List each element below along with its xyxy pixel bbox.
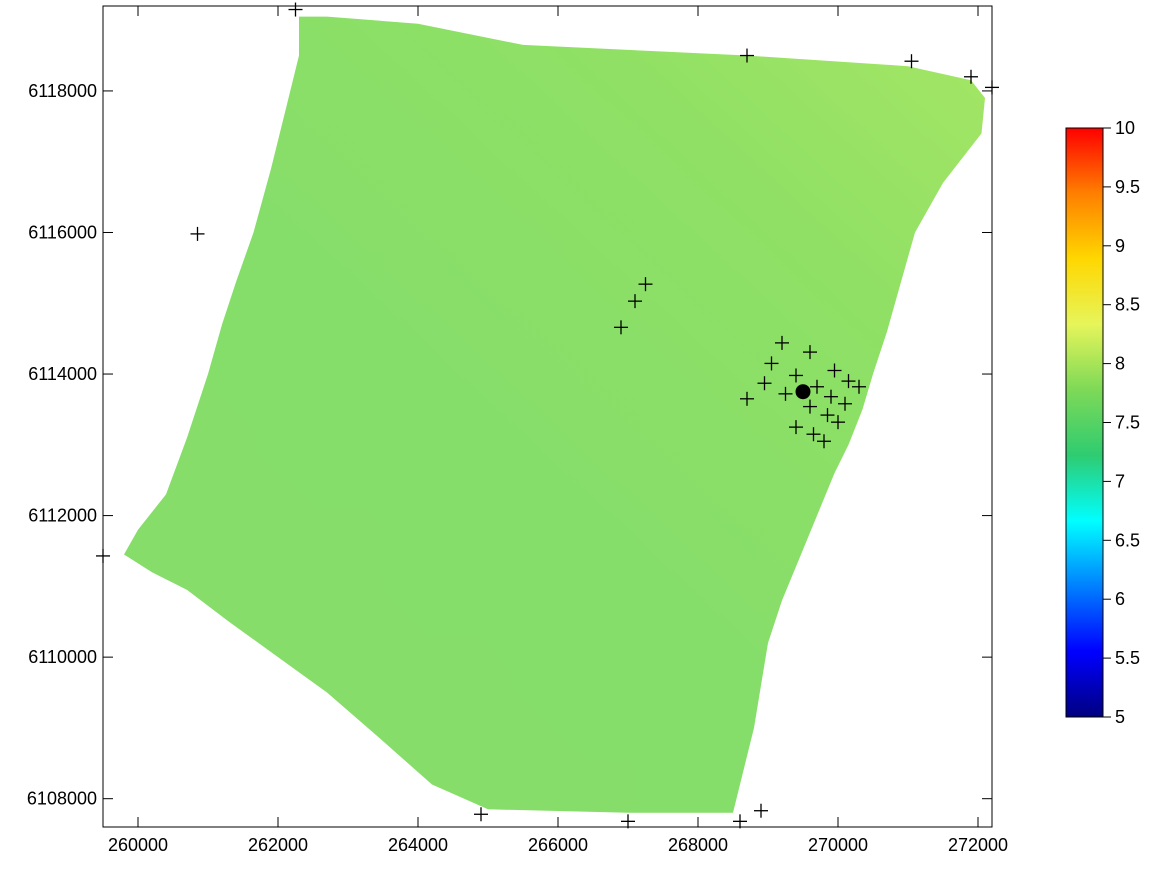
station-marker: [614, 320, 628, 335]
colorbar-tick-label: 5: [1115, 707, 1125, 727]
station-marker: [803, 345, 817, 360]
station-marker: [764, 356, 779, 371]
station-marker: [621, 814, 635, 829]
colorbar-tick-label: 7: [1115, 471, 1125, 491]
station-marker: [778, 386, 793, 401]
colorbar-tick-label: 9.5: [1115, 177, 1140, 197]
colorbar-tick-label: 10: [1115, 118, 1135, 138]
x-tick-label: 272000: [948, 835, 1008, 855]
station-marker: [810, 379, 824, 394]
x-tick-label: 270000: [808, 835, 868, 855]
station-marker: [757, 376, 772, 391]
y-tick-label: 6118000: [28, 81, 97, 101]
x-tick-label: 262000: [248, 835, 308, 855]
station-marker: [838, 396, 852, 411]
station-marker: [190, 226, 205, 241]
station-marker: [733, 814, 747, 829]
station-marker: [638, 277, 653, 292]
surface-area: [124, 16, 985, 813]
colorbar-tick-label: 8.5: [1115, 295, 1140, 315]
y-tick-label: 6116000: [28, 222, 97, 242]
colorbar-tick-label: 6.5: [1115, 530, 1140, 550]
y-tick-label: 6110000: [28, 647, 97, 667]
colorbar-tick-label: 7.5: [1115, 413, 1140, 433]
colorbar-tick-label: 6: [1115, 589, 1125, 609]
y-tick-label: 6112000: [28, 506, 97, 526]
station-marker: [775, 335, 789, 350]
colorbar-tick-label: 5.5: [1115, 648, 1140, 668]
y-tick-label: 6108000: [27, 789, 97, 809]
x-tick-label: 266000: [528, 835, 588, 855]
station-marker: [740, 48, 754, 63]
colorbar-tick-label: 9: [1115, 236, 1125, 256]
colorbar-tick-label: 8: [1115, 354, 1125, 374]
station-marker: [964, 69, 978, 84]
station-marker: [803, 399, 817, 414]
station-marker: [824, 389, 838, 404]
plot-frame: [102, 5, 993, 828]
station-marker: [740, 391, 754, 406]
station-marker: [806, 427, 821, 442]
x-tick-label: 268000: [668, 835, 728, 855]
x-tick-label: 264000: [388, 835, 448, 855]
x-tick-label: 260000: [108, 835, 168, 855]
station-marker: [904, 54, 919, 69]
station-marker: [789, 420, 803, 435]
station-marker: [754, 803, 768, 818]
station-marker: [789, 368, 803, 383]
station-marker: [841, 374, 856, 389]
station-marker: [820, 408, 835, 423]
station-marker: [831, 415, 845, 430]
colorbar: [1065, 127, 1104, 718]
station-marker: [628, 294, 642, 309]
y-tick-label: 6114000: [28, 364, 97, 384]
station-marker: [288, 2, 303, 17]
station-marker: [827, 363, 842, 378]
highlight-point: [795, 384, 811, 400]
station-marker: [852, 379, 866, 394]
station-marker: [474, 807, 488, 822]
station-marker: [817, 434, 831, 449]
